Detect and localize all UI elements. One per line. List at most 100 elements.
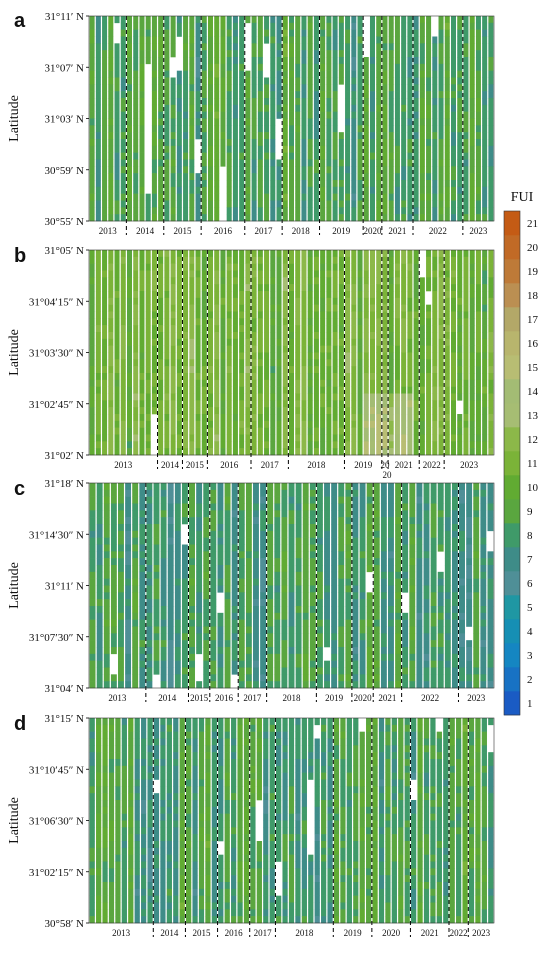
fui-cell: [120, 180, 126, 188]
fui-cell: [444, 318, 450, 326]
fui-cell: [151, 29, 157, 37]
fui-cell: [276, 393, 282, 401]
fui-cell: [239, 186, 245, 194]
fui-cell: [189, 152, 195, 160]
fui-cell: [220, 22, 226, 30]
fui-cell: [145, 304, 151, 312]
fui-cell: [369, 448, 376, 456]
fui-cell: [345, 166, 351, 174]
fui-cell: [96, 510, 103, 518]
fui-cell: [226, 152, 232, 160]
fui-cell: [388, 338, 394, 346]
fui-cell: [302, 674, 309, 682]
fui-cell: [253, 537, 259, 545]
fui-cell: [203, 510, 210, 518]
fui-cell: [114, 434, 120, 442]
fui-cell: [226, 91, 232, 99]
fui-cell: [139, 640, 146, 648]
fui-cell: [183, 36, 189, 44]
fui-cell: [351, 400, 357, 408]
fui-cell: [214, 400, 220, 408]
fui-cell: [282, 420, 288, 428]
fui-cell: [320, 250, 326, 258]
fui-cell: [313, 43, 319, 51]
fui-cell: [295, 599, 302, 607]
fui-cell: [226, 43, 232, 51]
fui-cell: [231, 653, 238, 661]
fui-cell: [309, 640, 316, 648]
fui-cell: [338, 139, 344, 147]
fui-cell: [95, 125, 101, 133]
fui-cell: [89, 496, 96, 504]
fui-cell: [382, 427, 388, 435]
fui-cell: [207, 139, 214, 147]
fui-cell: [139, 653, 146, 661]
fui-cell: [363, 325, 369, 333]
fui-cell: [203, 544, 210, 552]
fui-cell: [245, 448, 251, 456]
fui-cell: [288, 544, 295, 552]
fui-cell: [450, 318, 457, 326]
fui-cell: [151, 379, 157, 387]
fui-cell: [210, 626, 217, 634]
fui-cell: [126, 332, 133, 340]
fui-cell: [224, 571, 231, 579]
fui-cell: [338, 379, 344, 387]
fui-cell: [207, 400, 214, 408]
fui-cell: [253, 489, 259, 497]
fui-cell: [103, 517, 110, 525]
fui-cell: [475, 43, 481, 51]
fui-cell: [338, 441, 344, 449]
fui-cell: [160, 606, 167, 614]
fui-cell: [210, 681, 217, 689]
fui-cell: [388, 400, 394, 408]
fui-cell: [475, 291, 481, 299]
fui-cell: [326, 125, 332, 133]
fui-cell: [95, 91, 101, 99]
fui-cell: [475, 166, 481, 174]
fui-cell: [220, 352, 226, 360]
fui-cell: [482, 193, 488, 201]
fui-cell: [457, 186, 463, 194]
fui-cell: [160, 551, 167, 559]
fui-cell: [357, 84, 363, 92]
fui-cell: [320, 152, 326, 160]
fui-cell: [164, 118, 170, 126]
fui-cell: [313, 359, 319, 367]
fui-cell: [401, 193, 407, 201]
fui-cell: [444, 70, 450, 78]
fui-cell: [232, 291, 238, 299]
fui-cell: [326, 407, 332, 415]
fui-cell: [394, 145, 400, 153]
fui-cell: [388, 284, 394, 292]
fui-cell: [196, 517, 203, 525]
fui-cell: [444, 359, 450, 367]
fui-cell: [301, 366, 307, 374]
fui-cell: [307, 379, 313, 387]
fui-cell: [482, 400, 488, 408]
fui-cell: [203, 489, 210, 497]
fui-cell: [352, 524, 359, 532]
fui-cell: [444, 200, 450, 208]
fui-cell: [170, 214, 176, 222]
fui-cell: [331, 530, 338, 538]
fui-cell: [407, 145, 413, 153]
fui-cell: [307, 338, 313, 346]
fui-cell: [345, 70, 351, 78]
fui-cell: [302, 530, 309, 538]
fui-cell: [220, 29, 226, 37]
fui-cell: [332, 250, 338, 258]
fui-cell: [264, 104, 270, 112]
fui-cell: [139, 318, 145, 326]
fui-cell: [413, 427, 419, 435]
fui-cell: [450, 434, 457, 442]
fui-cell: [345, 16, 351, 24]
fui-cell: [120, 414, 126, 422]
fui-cell: [139, 647, 146, 655]
fui-cell: [220, 125, 226, 133]
fui-cell: [307, 152, 313, 160]
fui-cell: [183, 407, 189, 415]
fui-cell: [295, 277, 301, 285]
fui-cell: [363, 318, 369, 326]
fui-cell: [463, 304, 469, 312]
